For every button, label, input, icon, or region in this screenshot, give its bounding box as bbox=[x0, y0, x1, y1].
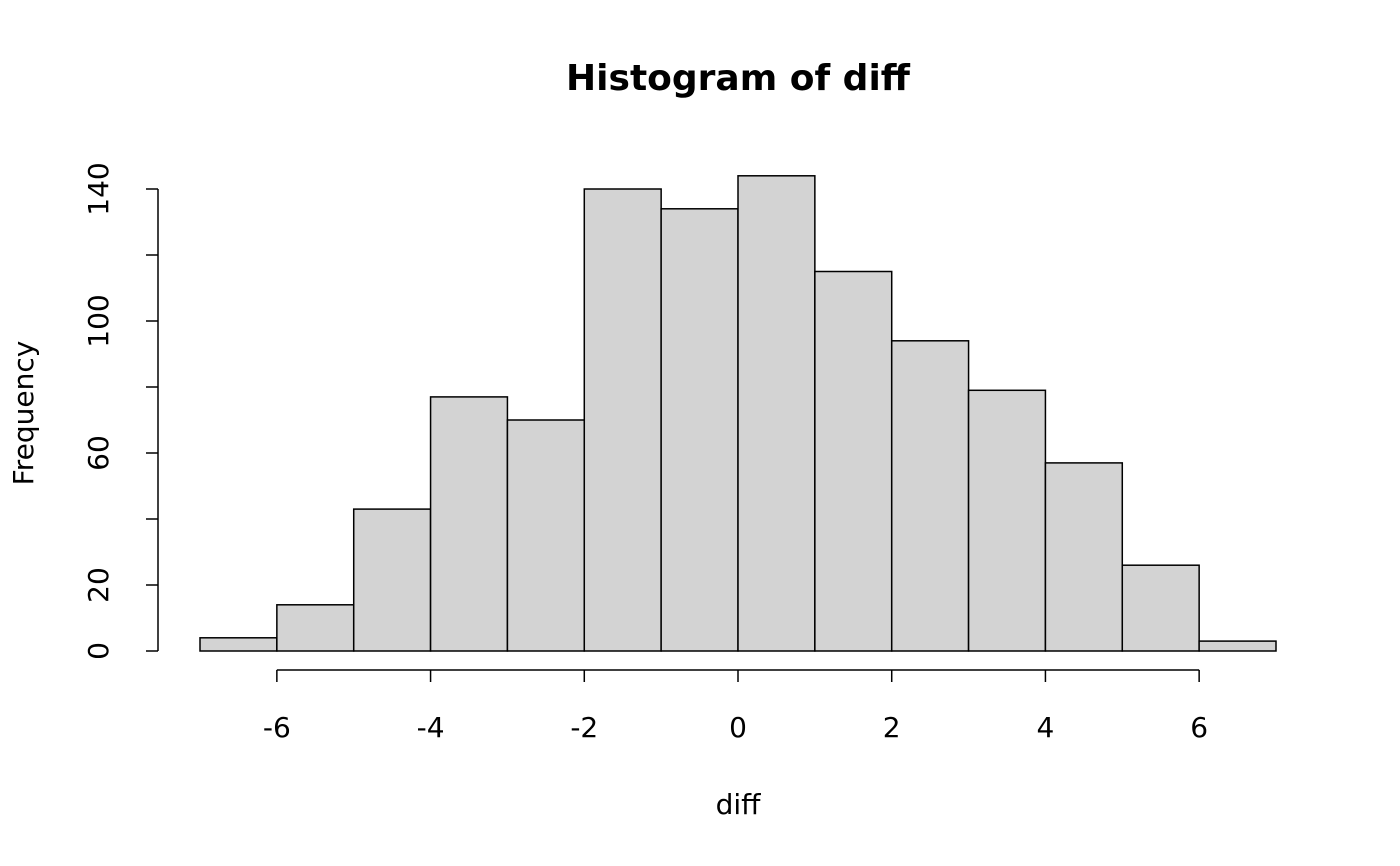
bar bbox=[352, 508, 432, 652]
bar bbox=[429, 396, 509, 652]
x-axis-label: diff bbox=[716, 788, 762, 821]
bar bbox=[1121, 564, 1200, 652]
x-tick-label: 2 bbox=[883, 711, 901, 744]
bar bbox=[1044, 462, 1124, 652]
y-tick-label: 20 bbox=[82, 567, 115, 603]
y-axis-label: Frequency bbox=[7, 341, 40, 486]
y-tick-label: 140 bbox=[82, 162, 115, 215]
bar bbox=[506, 419, 586, 652]
x-tick-label: 6 bbox=[1190, 711, 1208, 744]
x-tick-label: 4 bbox=[1037, 711, 1055, 744]
x-tick-label: -2 bbox=[570, 711, 598, 744]
bar bbox=[199, 637, 278, 652]
x-tick-label: -4 bbox=[417, 711, 445, 744]
x-tick-label: 0 bbox=[729, 711, 747, 744]
bar bbox=[814, 270, 893, 652]
bar bbox=[1198, 640, 1277, 652]
bar bbox=[967, 389, 1047, 652]
bar bbox=[890, 340, 970, 652]
y-tick-label: 60 bbox=[82, 435, 115, 471]
bar bbox=[660, 208, 739, 652]
bar bbox=[737, 175, 816, 652]
y-tick-label: 0 bbox=[82, 642, 115, 660]
chart-title: Histogram of diff bbox=[566, 58, 911, 99]
y-tick-label: 100 bbox=[82, 294, 115, 347]
bar bbox=[276, 604, 355, 652]
bar bbox=[583, 188, 662, 652]
x-tick-label: -6 bbox=[263, 711, 291, 744]
